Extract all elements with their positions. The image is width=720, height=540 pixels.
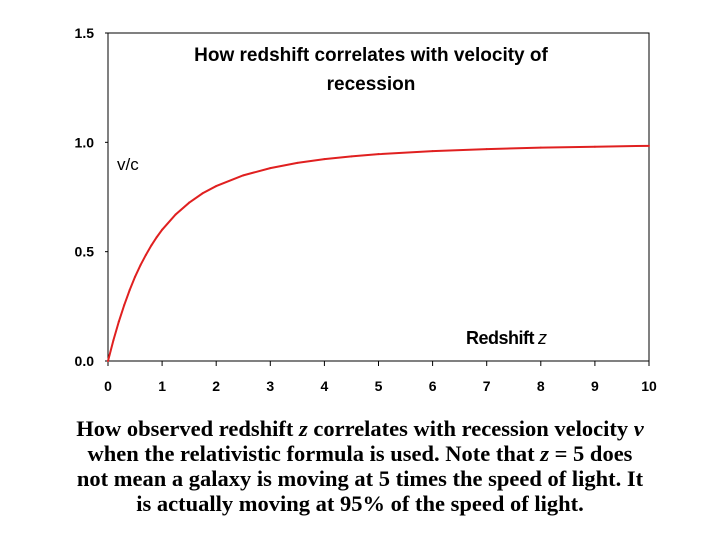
data-point xyxy=(123,304,126,307)
data-point xyxy=(269,167,272,170)
x-tick-label: 9 xyxy=(591,378,599,394)
caption-text: = 5 does xyxy=(548,441,633,466)
data-point xyxy=(144,253,147,256)
data-point xyxy=(188,201,191,204)
data-point xyxy=(485,148,488,151)
caption-text: How observed redshift xyxy=(76,416,299,441)
data-point xyxy=(377,153,380,156)
data-point xyxy=(593,145,596,148)
data-point xyxy=(107,360,109,362)
x-tick-label: 1 xyxy=(158,378,166,394)
x-tick-label: 10 xyxy=(641,378,657,394)
caption-text: correlates with recession velocity xyxy=(307,416,634,441)
caption-text: when the relativistic formula is used. N… xyxy=(87,441,541,466)
x-axis-label-variable: z xyxy=(537,328,547,348)
chart-title-line-1: How redshift correlates with velocity of xyxy=(194,45,548,66)
x-tick-label: 8 xyxy=(537,378,545,394)
data-point xyxy=(201,192,204,195)
caption-var-z: z xyxy=(299,416,308,441)
x-axis-label-word: Redshift xyxy=(466,328,535,348)
chart-title-line-2: recession xyxy=(327,74,416,95)
y-tick-label: 1.0 xyxy=(75,134,95,150)
data-point xyxy=(112,339,115,342)
caption-line-3: not mean a galaxy is moving at 5 times t… xyxy=(76,466,644,491)
data-point xyxy=(323,158,326,161)
x-tick-label: 3 xyxy=(266,378,274,394)
x-tick-label: 0 xyxy=(104,378,112,394)
data-point xyxy=(128,289,131,292)
data-point xyxy=(117,320,120,323)
data-point xyxy=(174,213,177,216)
data-point xyxy=(296,161,299,164)
caption-var-z: z xyxy=(540,441,549,466)
x-axis-label: Redshift z xyxy=(466,328,547,348)
series-points xyxy=(107,144,650,362)
data-point xyxy=(139,264,142,267)
data-point xyxy=(150,244,153,247)
data-point xyxy=(539,146,542,149)
y-tick-label: 0.0 xyxy=(75,353,95,369)
chart: 0.0 0.5 1.0 1.5 0 1 2 3 4 5 6 7 8 9 10 How redshift c… xyxy=(75,25,657,394)
series-line-v-over-c xyxy=(107,144,650,362)
x-tick-label: 6 xyxy=(429,378,437,394)
data-point xyxy=(215,185,218,188)
data-point xyxy=(161,228,164,231)
x-tick-label: 4 xyxy=(321,378,329,394)
y-tick-label: 0.5 xyxy=(75,244,95,260)
caption-line-4: is actually moving at 95% of the speed o… xyxy=(136,491,584,516)
data-point xyxy=(648,144,650,147)
y-axis-label: v/c xyxy=(117,155,139,174)
caption-var-v: v xyxy=(633,416,644,441)
data-point xyxy=(155,236,158,239)
caption-line-1: How observed redshift z correlates with … xyxy=(0,416,720,441)
data-point xyxy=(134,275,137,278)
caption-line-2: when the relativistic formula is used. N… xyxy=(0,441,720,466)
x-axis: 0 1 2 3 4 5 6 7 8 9 10 xyxy=(104,361,657,394)
data-point xyxy=(431,150,434,153)
y-tick-label: 1.5 xyxy=(75,25,95,41)
data-point xyxy=(350,155,353,158)
figure-caption: How observed redshift z correlates with … xyxy=(0,416,720,516)
x-tick-label: 7 xyxy=(483,378,491,394)
x-tick-label: 2 xyxy=(212,378,220,394)
data-point xyxy=(242,174,245,177)
x-tick-label: 5 xyxy=(375,378,383,394)
y-axis: 0.0 0.5 1.0 1.5 xyxy=(75,25,108,369)
